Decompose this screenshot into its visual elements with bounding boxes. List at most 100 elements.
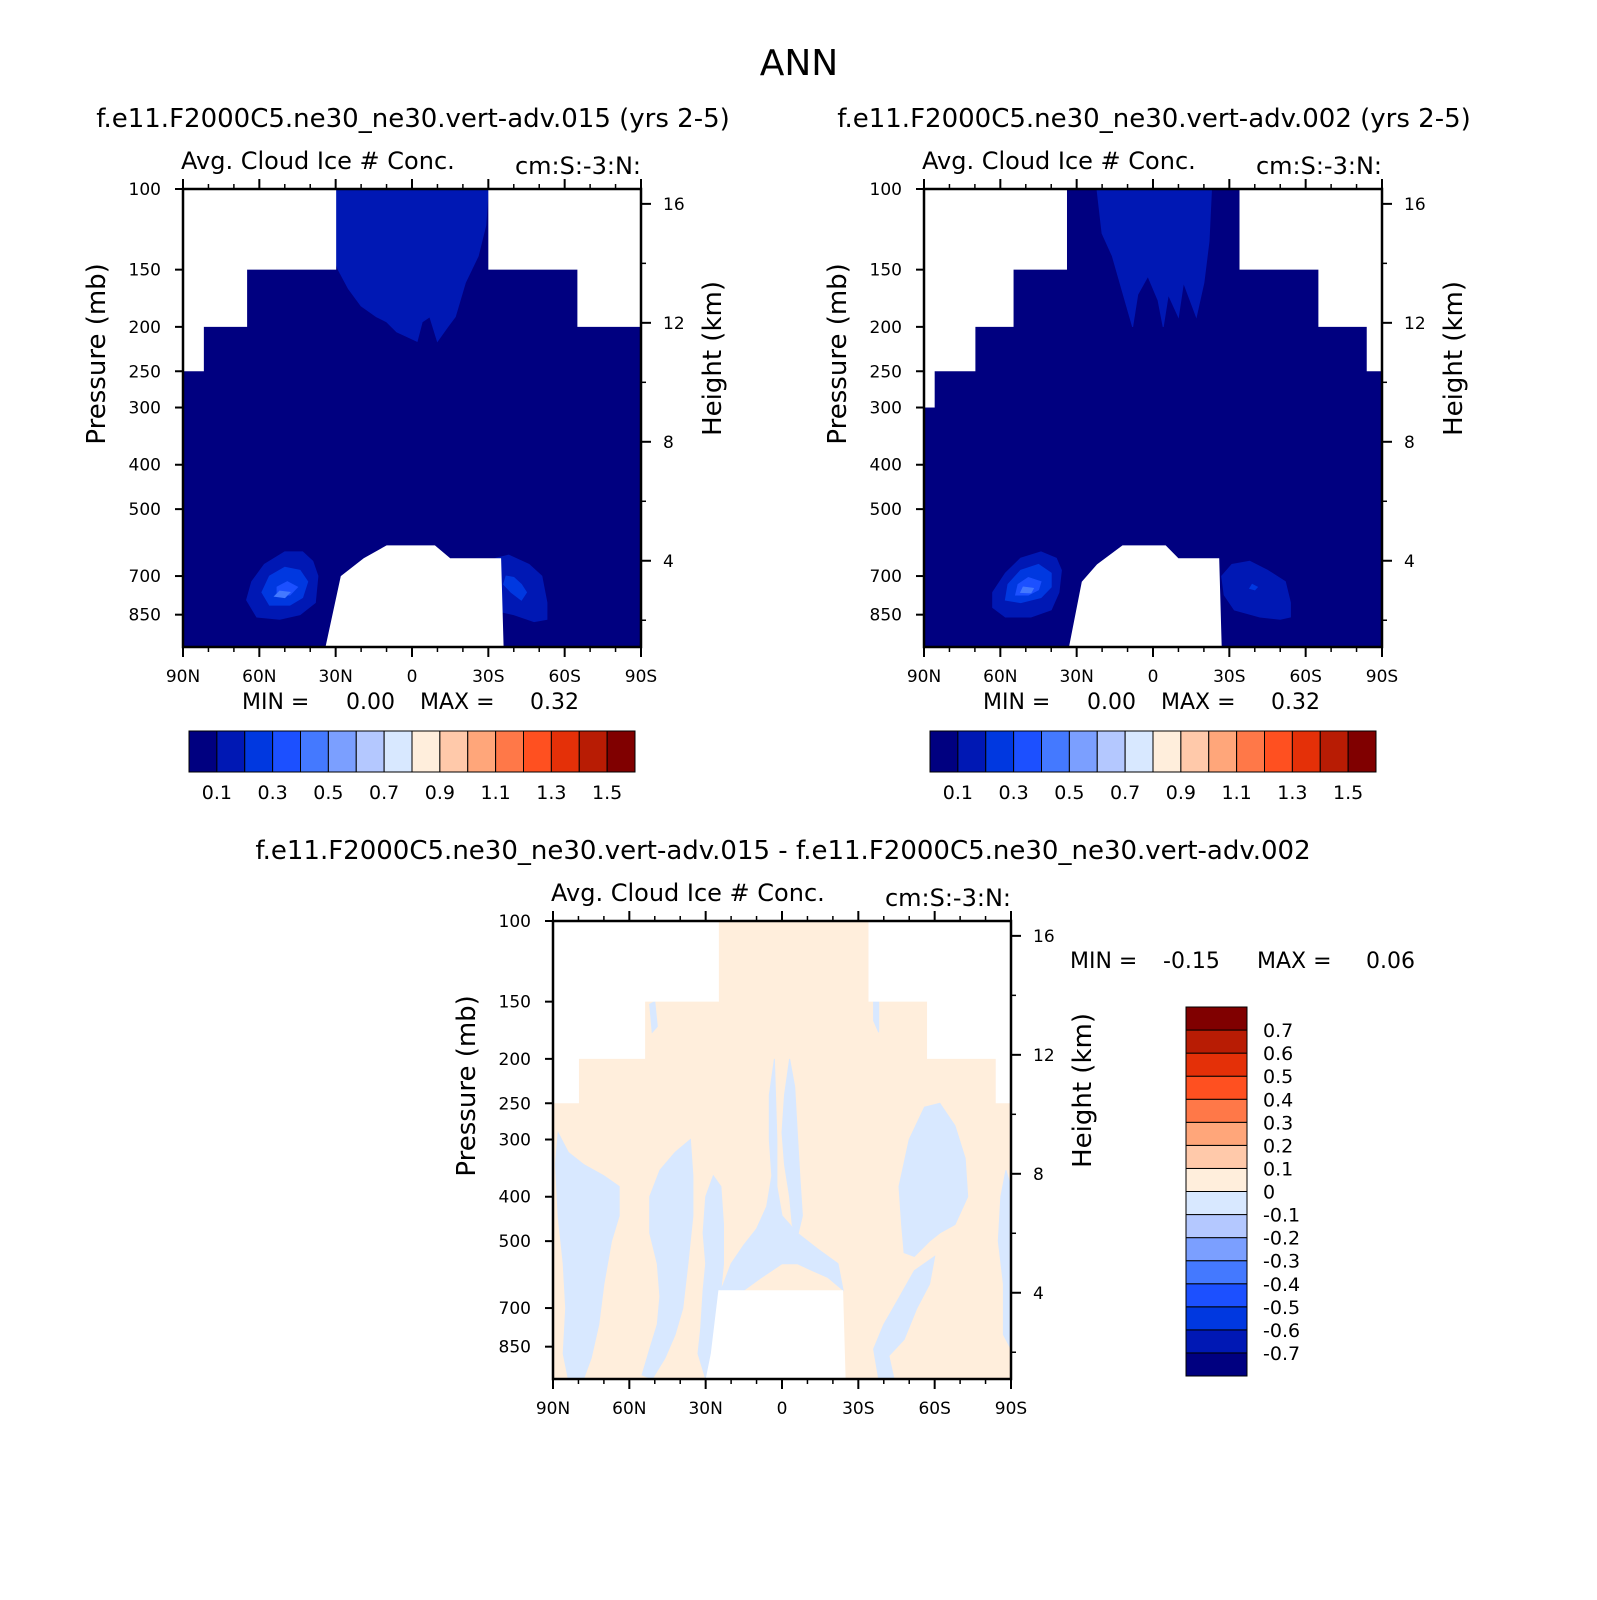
x-tick-label: 0 (1148, 667, 1159, 687)
min-value: 0.00 (1087, 690, 1136, 715)
y-tick-label: 150 (129, 261, 161, 281)
contour-region-6 (641, 1138, 694, 1379)
missing-data-top-3 (246, 189, 337, 270)
y-tick-label: 100 (499, 912, 531, 932)
colorbar-box (1152, 730, 1182, 773)
y-tick-label: 300 (870, 399, 902, 419)
missing-data-top-0 (995, 921, 1011, 1104)
y-tick-label: 150 (499, 993, 531, 1013)
colorbar-box (929, 730, 959, 773)
y-tick-label: 300 (499, 1131, 531, 1151)
y-tick-label: 250 (870, 362, 902, 382)
panel-units: cm:S:-3:N: (1256, 152, 1382, 180)
colorbar-box (1185, 1283, 1248, 1308)
x-tick-label: 30S (472, 667, 504, 687)
missing-data-top-1 (927, 921, 997, 1059)
colorbar-box (1291, 730, 1321, 773)
y-tick-label: 700 (129, 567, 161, 587)
colorbar-box (216, 730, 246, 773)
x-tick-label: 90N (907, 667, 941, 687)
missing-data-top-4 (644, 921, 719, 1002)
y-tick-label: 150 (870, 261, 902, 281)
panel-title: f.e11.F2000C5.ne30_ne30.vert-adv.002 (yr… (837, 104, 1471, 134)
colorbar-box (1185, 1329, 1248, 1354)
colorbar-box (1185, 1306, 1248, 1331)
height-tick-label: 12 (1404, 314, 1426, 334)
colorbar-box (1013, 730, 1042, 773)
plot-area (924, 189, 1382, 647)
contour-region-0 (332, 189, 489, 343)
x-tick-label: 60N (983, 667, 1017, 687)
colorbar-box (1185, 1029, 1248, 1054)
height-tick-label: 4 (663, 552, 674, 572)
colorbar-label: 1.5 (592, 782, 622, 804)
colorbar-label: 0.9 (425, 782, 455, 804)
colorbar-box (1185, 1098, 1248, 1123)
colorbar-label: 0.6 (1263, 1043, 1293, 1065)
panel-diff: 100 150 200 250 300 400 500 700 850 90N 60N 30N 0 30S… (255, 836, 1415, 1419)
colorbar-box (1185, 1214, 1248, 1239)
colorbar-label: 0.7 (1110, 782, 1140, 804)
colorbar-label: 0.5 (1054, 782, 1084, 804)
colorbar-label: 0.3 (1263, 1112, 1293, 1134)
colorbar-box (1347, 730, 1377, 773)
missing-data-top-1 (1318, 189, 1368, 327)
x-tick-label: 90S (625, 667, 657, 687)
height-tick-label: 16 (663, 195, 685, 215)
colorbar-box (1185, 1237, 1248, 1262)
contour-region-1 (1221, 560, 1291, 620)
y-tick-label: 850 (129, 606, 161, 626)
colorbar-label: 1.5 (1333, 782, 1363, 804)
contour-region-7 (554, 1131, 620, 1379)
min-label: MIN = (242, 690, 309, 715)
colorbar-label: 1.3 (536, 782, 566, 804)
colorbar-box (1185, 1191, 1248, 1216)
x-tick-label: 30S (1213, 667, 1245, 687)
colorbar-box (1041, 730, 1070, 773)
min-value: -0.15 (1163, 949, 1220, 974)
y-tick-label: 250 (499, 1094, 531, 1114)
y-tick-label: 850 (499, 1338, 531, 1358)
height-tick-label: 8 (1404, 433, 1415, 453)
colorbar-box (550, 730, 580, 773)
colorbar-box (1185, 1121, 1248, 1146)
colorbar-label: -0.4 (1263, 1274, 1300, 1296)
missing-data-top-4 (1013, 189, 1067, 270)
y-axis-label: Pressure (mb) (82, 263, 112, 444)
missing-data-surface (924, 545, 1382, 647)
colorbar-label: 1.1 (1222, 782, 1252, 804)
y-tick-label: 100 (870, 180, 902, 200)
colorbar-box (272, 730, 301, 773)
x-tick-label: 30N (1059, 667, 1093, 687)
contour-region-2 (873, 1255, 936, 1379)
colorbar-box (1185, 1052, 1248, 1077)
missing-data-top-6 (553, 921, 579, 1104)
x-tick-label: 60S (548, 667, 580, 687)
x-tick-label: 0 (407, 667, 418, 687)
figure-title: ANN (760, 43, 839, 84)
contour-region-4 (720, 1058, 844, 1292)
colorbar-label: -0.5 (1263, 1297, 1300, 1319)
y-tick-label: 500 (129, 500, 161, 520)
y-tick-label: 200 (129, 318, 161, 338)
height-tick-label: 8 (663, 433, 674, 453)
colorbar-box (300, 730, 329, 773)
min-value: 0.00 (346, 690, 395, 715)
plot-area (183, 189, 641, 647)
colorbar-box (1185, 1144, 1248, 1169)
colorbar-label: 0.7 (1263, 1020, 1293, 1042)
y-tick-label: 700 (870, 567, 902, 587)
x-tick-label: 60N (242, 667, 276, 687)
colorbar: 0.1 0.3 0.5 0.7 0.9 1.1 1.3 1.5 (929, 730, 1377, 804)
colorbar-label: -0.1 (1263, 1205, 1300, 1227)
plot-area (553, 921, 1011, 1379)
panel-subtitle: Avg. Cloud Ice # Conc. (181, 147, 455, 175)
height-tick-label: 16 (1033, 927, 1055, 947)
x-tick-label: 90N (536, 1399, 570, 1419)
colorbar-box (439, 730, 469, 773)
y-tick-label: 500 (499, 1232, 531, 1252)
colorbar-label: 0.7 (369, 782, 399, 804)
contour-region-1 (898, 1102, 969, 1257)
panel-subtitle: Avg. Cloud Ice # Conc. (551, 879, 825, 907)
